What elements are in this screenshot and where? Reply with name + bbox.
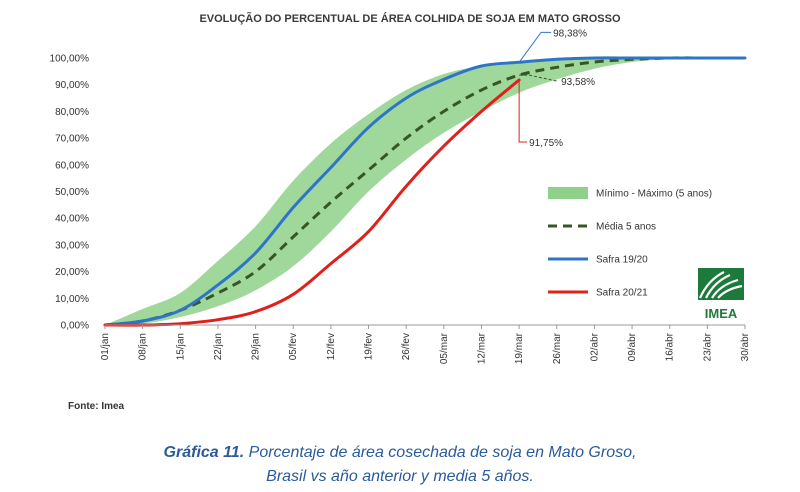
annotation-label: 93,58% xyxy=(561,77,595,88)
x-tick-label: 01/jan xyxy=(100,333,111,360)
y-tick-label: 60,00% xyxy=(55,160,89,171)
min-max-band xyxy=(105,57,745,326)
x-tick-label: 26/fev xyxy=(401,333,412,360)
annotation-leader xyxy=(519,74,558,82)
figure-caption-text1: Porcentaje de área cosechada de soja en … xyxy=(248,444,637,461)
x-tick-label: 09/abr xyxy=(627,332,638,361)
legend-label: Mínimo - Máximo (5 anos) xyxy=(596,189,712,200)
axis-layer: 01/jan 08/jan 15/jan 22/jan 29/jan 05/fev 12/f… xyxy=(50,54,751,365)
figure-caption-line1: Gráfica 11. Porcentaje de área cosechada… xyxy=(0,444,800,462)
series-layer xyxy=(103,56,747,327)
legend-label: Safra 20/21 xyxy=(596,288,648,299)
y-tick-label: 50,00% xyxy=(55,187,89,198)
annotation-label: 98,38% xyxy=(553,28,587,39)
x-tick-label: 08/jan xyxy=(138,333,149,360)
source-note: Fonte: Imea xyxy=(68,401,125,412)
y-tick-label: 70,00% xyxy=(55,134,89,145)
y-tick-label: 10,00% xyxy=(55,294,89,305)
x-tick-label: 15/jan xyxy=(175,333,186,360)
x-tick-label: 22/jan xyxy=(213,333,224,360)
x-tick-label: 12/fev xyxy=(326,333,337,360)
x-tick-label: 05/mar xyxy=(439,332,450,364)
y-tick-label: 20,00% xyxy=(55,267,89,278)
x-tick-label: 02/abr xyxy=(589,332,600,361)
imea-logo-text: IMEA xyxy=(705,306,738,321)
imea-logo: IMEA xyxy=(698,268,744,321)
x-tick-label: 05/fev xyxy=(288,333,299,360)
legend-label: Safra 19/20 xyxy=(596,255,648,266)
x-tick-label: 26/mar xyxy=(552,332,563,364)
x-tick-label: 29/jan xyxy=(251,333,262,360)
figure-caption-label: Gráfica 11. xyxy=(163,444,245,461)
figure-caption-line2: Brasil vs año anterior y media 5 años. xyxy=(266,468,534,485)
annotation-leader xyxy=(518,80,528,143)
x-tick-label: 19/fev xyxy=(364,333,375,360)
x-tick-label: 12/mar xyxy=(476,332,487,364)
annotation-leader xyxy=(518,31,552,63)
y-tick-label: 0,00% xyxy=(61,321,89,332)
legend-label: Média 5 anos xyxy=(596,222,656,233)
y-tick-label: 100,00% xyxy=(50,54,90,65)
chart-title: EVOLUÇÃO DO PERCENTUAL DE ÁREA COLHIDA D… xyxy=(199,12,621,25)
chart: EVOLUÇÃO DO PERCENTUAL DE ÁREA COLHIDA D… xyxy=(50,12,751,412)
legend-swatch xyxy=(548,187,588,199)
x-tick-label: 16/abr xyxy=(665,332,676,361)
y-tick-label: 80,00% xyxy=(55,107,89,118)
x-tick-label: 30/abr xyxy=(740,332,751,361)
y-tick-label: 90,00% xyxy=(55,80,89,91)
series-line-1 xyxy=(103,56,747,327)
x-tick-label: 23/abr xyxy=(702,332,713,361)
legend: Mínimo - Máximo (5 anos) Média 5 anos Safr… xyxy=(548,187,712,299)
series-line-2 xyxy=(103,78,521,327)
y-tick-label: 40,00% xyxy=(55,214,89,225)
x-tick-label: 19/mar xyxy=(514,332,525,364)
annotation-layer: 98,38% 93,58% 91,75% xyxy=(518,28,595,149)
band-layer xyxy=(105,57,745,326)
y-tick-label: 30,00% xyxy=(55,240,89,251)
annotation-label: 91,75% xyxy=(529,138,563,149)
